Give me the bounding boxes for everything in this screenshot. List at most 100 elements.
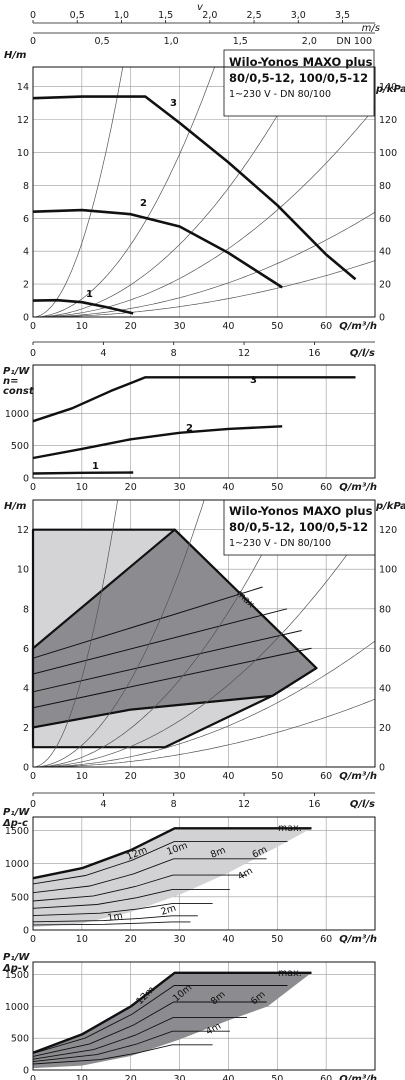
y-tick-label: 0 (23, 474, 29, 485)
y-axis-label-const: const (3, 386, 35, 397)
y2-tick-label: 120 (379, 115, 397, 126)
x-tick-label: 60 (320, 771, 332, 782)
y-tick-label: 1000 (5, 859, 29, 870)
y-tick-label: 10 (17, 148, 29, 159)
x-axis-label: Q/m³/h (339, 934, 377, 945)
y2-tick-label: 80 (379, 604, 391, 615)
y2-tick-label: 0 (379, 763, 385, 774)
system-curve (33, 698, 376, 768)
x-axis-label: Q/m³/h (339, 321, 377, 332)
system-curve (33, 66, 215, 318)
x-tick-label: 60 (320, 1074, 332, 1080)
level-label: 8m (209, 845, 227, 861)
max-power-curve (32, 971, 312, 1054)
velocity-dn80-tick-label: 2,0 (202, 10, 217, 21)
control-line (32, 586, 263, 659)
max-power-curve (32, 827, 312, 880)
x-tick-label: 0 (30, 934, 36, 945)
y-tick-label: 1500 (5, 970, 29, 981)
system-curve (33, 107, 376, 318)
system-curve (33, 640, 376, 768)
velocity-dn80-tick-label: 1,5 (158, 10, 173, 21)
y-axis-label: H/m (4, 50, 26, 61)
x-tick-label: 20 (125, 771, 137, 782)
power-region (33, 828, 312, 928)
level-curve (32, 1044, 213, 1065)
series-label-2: 2 (186, 423, 193, 434)
velocity-dn100-tick-label: 1,0 (164, 36, 179, 47)
level-label: 1m (107, 910, 124, 923)
y2-tick-label: 60 (379, 644, 391, 655)
flow-ls-tick-label: 4 (100, 799, 106, 810)
y-tick-label: 0 (23, 1066, 29, 1077)
x-tick-label: 10 (76, 321, 88, 332)
flow-ls-tick-label: 8 (171, 799, 177, 810)
level-curve (32, 858, 267, 894)
y2-tick-label: 40 (379, 683, 391, 694)
series-label-2: 2 (140, 198, 147, 209)
velocity-unit: m/s (362, 23, 380, 34)
x-tick-label: 60 (320, 321, 332, 332)
y-tick-label: 8 (23, 604, 29, 615)
chart-title: Wilo-Yonos MAXO plus (229, 504, 373, 518)
flow-ls-tick-label: 4 (100, 348, 106, 359)
x-tick-label: 10 (76, 934, 88, 945)
x-tick-label: 0 (30, 482, 36, 493)
y2-axis-label: p/kPa (375, 501, 405, 512)
level-curve (32, 985, 288, 1054)
flow-ls-tick-label: 16 (308, 348, 320, 359)
y-tick-label: 0 (23, 926, 29, 937)
y-tick-label: 500 (11, 892, 29, 903)
control-line (32, 630, 302, 693)
x-tick-label: 40 (222, 482, 234, 493)
x-tick-label: 10 (76, 482, 88, 493)
system-curve (33, 260, 376, 318)
y-tick-label: 4 (23, 247, 29, 258)
x-tick-label: 30 (174, 771, 186, 782)
level-label: 4m (236, 865, 255, 882)
x-tick-label: 50 (271, 321, 283, 332)
y2-axis-label: p/kPa (375, 84, 405, 95)
y-tick-label: 1000 (5, 1002, 29, 1013)
x-tick-label: 30 (174, 934, 186, 945)
level-label: 2m (160, 903, 178, 918)
level-curve (32, 921, 191, 926)
y2-tick-label: 40 (379, 247, 391, 258)
series-line-2 (32, 425, 283, 460)
y-tick-label: 12 (17, 525, 29, 536)
y2-tick-label: 20 (379, 280, 391, 291)
system-curve (32, 66, 124, 318)
chart-subtitle-supply: 1~230 V - DN 80/100 (229, 538, 331, 549)
y-tick-label: 1000 (5, 409, 29, 420)
plot-frame (32, 816, 376, 931)
y2-tick-label: 20 (379, 723, 391, 734)
x-tick-label: 10 (76, 771, 88, 782)
flow-ls-tick-label: 12 (238, 799, 250, 810)
y-tick-label: 12 (17, 115, 29, 126)
level-curve (32, 903, 213, 917)
level-curve (32, 874, 247, 902)
y-tick-label: 14 (17, 82, 29, 93)
chart-subtitle-models: 80/0,5-12, 100/0,5-12 (229, 520, 368, 534)
control-line (32, 608, 288, 675)
y-tick-label: 4 (23, 683, 29, 694)
flow-ls-tick-label: 12 (238, 348, 250, 359)
title-box (223, 49, 375, 117)
level-curve (32, 1017, 247, 1060)
flow-ls-tick-label: 16 (308, 799, 320, 810)
system-curve (33, 514, 376, 768)
series-label-3: 3 (170, 98, 177, 109)
chart-title: Wilo-Yonos MAXO plus (229, 55, 373, 69)
x-tick-label: 40 (222, 771, 234, 782)
y-tick-label: 0 (23, 763, 29, 774)
x-tick-label: 50 (271, 482, 283, 493)
series-line-2 (32, 208, 283, 289)
x-axis-label: Q/m³/h (339, 771, 377, 782)
chart-qh-operating-range: 0 10 20 30 40 50 60024681012020406080100120Q/m… (4, 499, 405, 782)
max-label: max. (278, 823, 302, 834)
x-tick-label: 20 (125, 934, 137, 945)
chart-power-dp-c: 0 10 20 30 40 50 60 0 500 1000 1500 Q/m³/h 0 4 8 12 16 Q/… (2, 792, 377, 945)
x-tick-label: 60 (320, 934, 332, 945)
